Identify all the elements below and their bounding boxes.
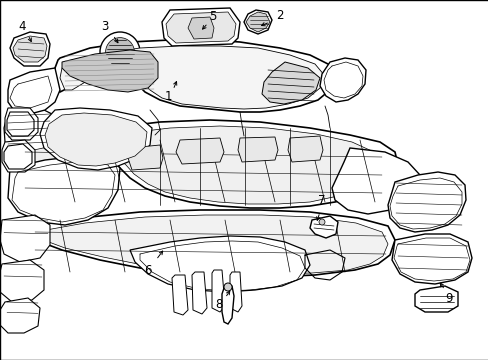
- Polygon shape: [287, 136, 323, 162]
- Circle shape: [100, 32, 140, 72]
- Polygon shape: [8, 68, 60, 114]
- Polygon shape: [165, 12, 236, 43]
- Text: 4: 4: [18, 19, 26, 32]
- Text: 9: 9: [445, 292, 452, 305]
- Polygon shape: [192, 272, 206, 314]
- Circle shape: [318, 219, 325, 225]
- Polygon shape: [0, 260, 44, 302]
- Polygon shape: [245, 12, 269, 32]
- Text: 7: 7: [318, 194, 325, 207]
- Polygon shape: [414, 286, 457, 312]
- Text: 5: 5: [209, 9, 216, 23]
- Polygon shape: [262, 62, 319, 104]
- Polygon shape: [128, 145, 163, 170]
- Polygon shape: [0, 298, 40, 333]
- Polygon shape: [162, 8, 240, 46]
- Polygon shape: [319, 58, 365, 102]
- Text: 1: 1: [164, 90, 171, 103]
- Polygon shape: [45, 113, 147, 166]
- Polygon shape: [8, 156, 120, 225]
- Polygon shape: [130, 236, 309, 292]
- Text: 2: 2: [276, 9, 283, 22]
- Polygon shape: [391, 234, 471, 284]
- Polygon shape: [5, 108, 38, 140]
- Polygon shape: [4, 144, 32, 169]
- Polygon shape: [2, 140, 35, 172]
- Polygon shape: [244, 10, 271, 34]
- Polygon shape: [60, 46, 325, 109]
- Polygon shape: [55, 40, 334, 112]
- Polygon shape: [10, 120, 397, 208]
- Text: 6: 6: [144, 264, 151, 276]
- Polygon shape: [32, 215, 387, 274]
- Text: 3: 3: [101, 19, 108, 32]
- Polygon shape: [387, 172, 465, 232]
- Polygon shape: [238, 137, 278, 162]
- Polygon shape: [4, 108, 52, 152]
- Polygon shape: [331, 148, 419, 214]
- Polygon shape: [10, 32, 50, 66]
- Polygon shape: [229, 272, 242, 312]
- Polygon shape: [0, 215, 50, 262]
- Polygon shape: [309, 216, 337, 238]
- Polygon shape: [13, 36, 47, 62]
- Polygon shape: [187, 17, 214, 39]
- Polygon shape: [222, 285, 234, 324]
- Polygon shape: [18, 210, 394, 277]
- Polygon shape: [172, 275, 187, 315]
- Polygon shape: [7, 112, 34, 136]
- Polygon shape: [176, 138, 224, 164]
- Circle shape: [224, 283, 231, 291]
- Circle shape: [105, 37, 134, 66]
- Polygon shape: [62, 50, 158, 92]
- Polygon shape: [40, 108, 152, 170]
- Polygon shape: [20, 126, 381, 204]
- Polygon shape: [212, 270, 224, 312]
- Text: 8: 8: [215, 298, 222, 311]
